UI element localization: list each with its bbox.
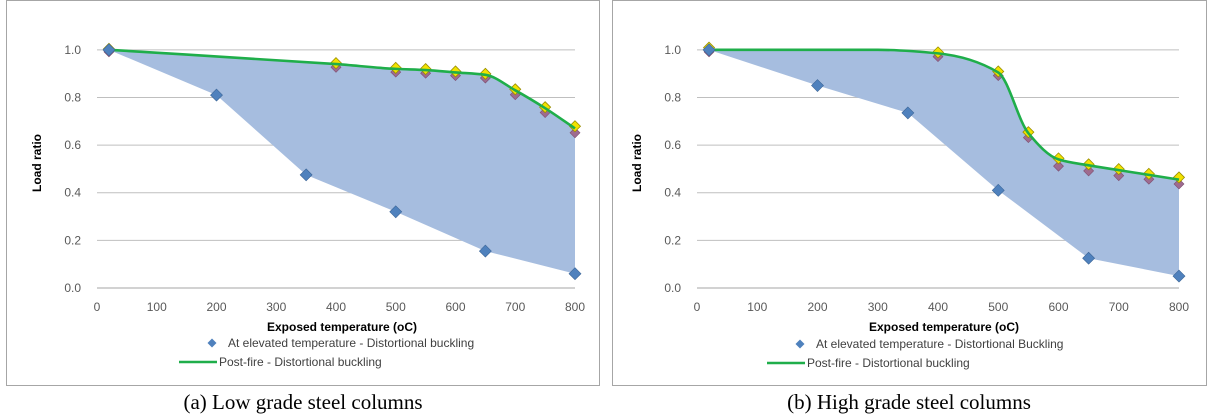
y-tick-label: 0.8 <box>664 90 681 104</box>
elevated-marker <box>299 168 313 182</box>
caption-low-grade: (a) Low grade steel columns <box>183 390 423 414</box>
y-tick-label: 1.0 <box>64 43 81 57</box>
chart-panel-low-grade: 0.0 0.2 0.4 0.6 0.8 1.0 0 100 200 300 400 500 600 700… <box>6 0 600 386</box>
legend-elevated-label: At elevated temperature - Distortional b… <box>228 336 474 350</box>
post-fire-marker-mauve <box>1083 165 1095 177</box>
y-axis-title: Load ratio <box>30 134 44 192</box>
x-tick-label: 600 <box>445 300 465 314</box>
x-tick-label: 400 <box>326 300 346 314</box>
x-tick-label: 500 <box>386 300 406 314</box>
x-tick-label: 600 <box>1048 300 1068 314</box>
x-tick-label: 800 <box>1169 300 1189 314</box>
y-tick-label: 0.0 <box>64 281 81 295</box>
elevated-marker <box>210 88 223 102</box>
post-fire-line <box>108 48 576 130</box>
legend-elevated-icon <box>207 338 217 348</box>
x-tick-label: 200 <box>807 300 827 314</box>
x-tick-label: 400 <box>928 300 948 314</box>
y-tick-label: 1.0 <box>664 43 681 57</box>
legend-elevated-icon <box>795 339 805 349</box>
x-tick-label: 100 <box>147 300 167 314</box>
post-fire-marker-mauve <box>1113 170 1125 182</box>
post-fire-marker-mauve <box>569 127 581 139</box>
x-tick-label: 500 <box>988 300 1008 314</box>
elevated-marker <box>478 244 492 258</box>
y-tick-label: 0.2 <box>664 233 681 247</box>
elevated-marker <box>102 43 116 57</box>
chart-high-grade: 0.0 0.2 0.4 0.6 0.8 1.0 0 100 200 300 400 500 600 700… <box>630 41 1189 370</box>
legend-post-fire-label: Post-fire - Distortional buckling <box>807 356 970 370</box>
legend-elevated-label: At elevated temperature - Distortional B… <box>816 337 1063 351</box>
x-tick-label: 200 <box>206 300 226 314</box>
y-tick-label: 0.4 <box>64 186 81 200</box>
caption-high-grade: (b) High grade steel columns <box>787 390 1031 414</box>
post-fire-marker-mauve <box>1053 160 1064 172</box>
x-tick-label: 100 <box>747 300 767 314</box>
y-tick-label: 0.6 <box>664 138 681 152</box>
shaded-band <box>108 49 575 274</box>
elevated-marker <box>1172 269 1186 283</box>
y-axis-title: Load ratio <box>630 134 644 192</box>
y-tick-label: 0.4 <box>664 186 681 200</box>
x-tick-label: 700 <box>505 300 525 314</box>
chart-low-grade: 0.0 0.2 0.4 0.6 0.8 1.0 0 100 200 300 400 500 600 700… <box>30 42 585 369</box>
x-axis-title: Exposed temperature (oC) <box>869 320 1019 334</box>
elevated-marker <box>1082 251 1096 265</box>
elevated-marker <box>702 43 716 57</box>
x-tick-label: 0 <box>94 300 101 314</box>
elevated-marker <box>389 205 403 219</box>
chart-panel-high-grade: 0.0 0.2 0.4 0.6 0.8 1.0 0 100 200 300 400 500 600 700… <box>612 0 1207 386</box>
x-tick-label: 0 <box>694 300 701 314</box>
elevated-marker <box>811 79 824 92</box>
x-tick-label: 700 <box>1109 300 1129 314</box>
y-tick-label: 0.8 <box>64 90 81 104</box>
x-tick-label: 800 <box>565 300 585 314</box>
y-tick-label: 0.0 <box>664 281 681 295</box>
y-tick-label: 0.2 <box>64 233 81 247</box>
elevated-marker <box>991 183 1005 197</box>
x-tick-label: 300 <box>868 300 888 314</box>
elevated-marker <box>901 106 915 120</box>
shaded-band <box>709 49 1179 277</box>
x-tick-label: 300 <box>266 300 286 314</box>
y-tick-label: 0.6 <box>64 138 81 152</box>
legend-post-fire-label: Post-fire - Distortional buckling <box>219 355 382 369</box>
post-fire-line <box>709 48 1180 181</box>
elevated-marker <box>568 267 582 281</box>
post-fire-marker-mauve <box>1173 178 1185 190</box>
x-axis-title: Exposed temperature (oC) <box>267 320 417 334</box>
